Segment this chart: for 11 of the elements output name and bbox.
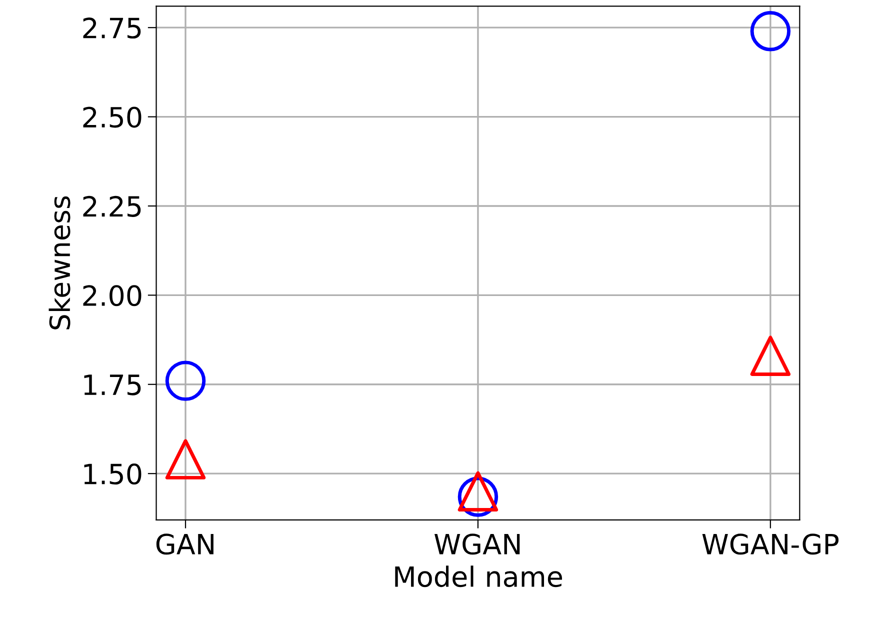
y-axis-title: Skewness	[48, 196, 70, 330]
y-tick-label: 2.00	[83, 285, 142, 306]
y-tick-label: 1.50	[84, 464, 142, 485]
y-tick-label: 1.75	[84, 374, 141, 396]
y-tick-label: 2.50	[83, 106, 142, 128]
x-tick-label: GAN	[156, 534, 214, 555]
x-tick-label: WGAN-GP	[702, 534, 839, 555]
y-tick-label: 2.75	[83, 18, 141, 39]
x-axis-title: Model name	[395, 566, 562, 588]
y-tick-label: 2.25	[83, 196, 141, 217]
x-tick-label: WGAN	[434, 534, 520, 555]
